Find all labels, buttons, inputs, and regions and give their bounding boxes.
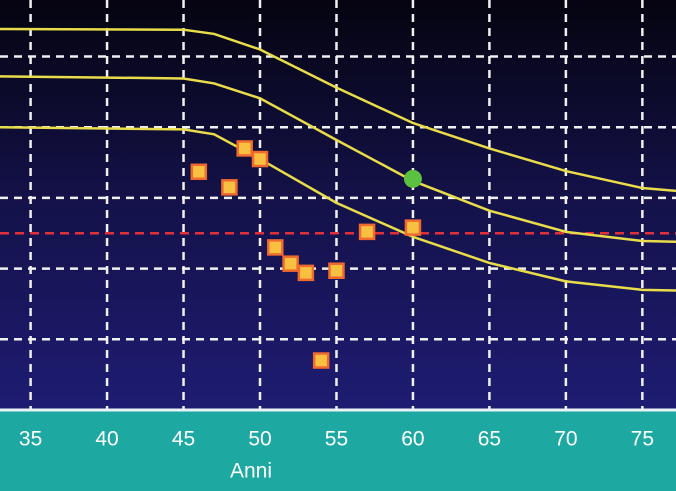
x-tick-label: 40 (95, 428, 118, 451)
curve (0, 27, 676, 193)
data-point (404, 219, 422, 236)
data-point (328, 262, 345, 279)
data-point (221, 179, 238, 196)
data-point (267, 239, 284, 256)
x-tick-label: 75 (631, 428, 654, 451)
x-axis-label: Anni (230, 460, 272, 483)
data-point (251, 150, 269, 168)
curve (0, 125, 676, 292)
x-tick-label: 70 (554, 428, 577, 451)
x-tick-label: 35 (19, 428, 42, 451)
data-point (403, 169, 422, 188)
data-point (297, 264, 315, 282)
data-point (236, 140, 253, 157)
data-point (358, 223, 376, 241)
x-tick-label: 65 (478, 428, 501, 451)
x-tick-label: 45 (172, 428, 195, 451)
data-point (312, 352, 330, 369)
x-tick-label: 55 (325, 428, 348, 451)
data-point (190, 163, 208, 181)
x-tick-label: 60 (401, 428, 424, 451)
plot-area (0, 0, 676, 410)
curve (0, 75, 676, 244)
axis-band (0, 410, 676, 491)
data-point (282, 255, 299, 272)
x-tick-label: 50 (248, 428, 271, 451)
